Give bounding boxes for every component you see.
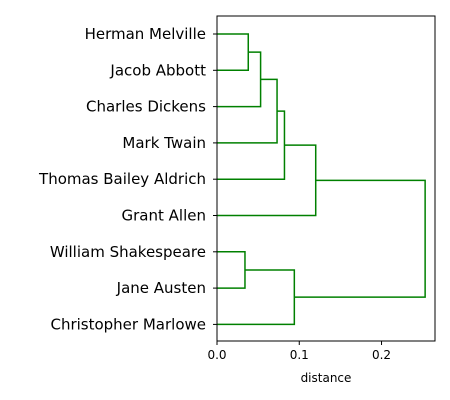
dendrogram-links bbox=[217, 33, 426, 326]
leaf-label: Herman Melville bbox=[85, 25, 206, 43]
dendrogram-link-7 bbox=[217, 269, 296, 326]
leaf-label: Jane Austen bbox=[116, 279, 206, 297]
leaf-label: Grant Allen bbox=[122, 207, 206, 225]
dendrogram-link-1 bbox=[217, 33, 250, 72]
leaf-label: Thomas Bailey Aldrich bbox=[38, 170, 206, 188]
x-tick-label: 0.1 bbox=[290, 348, 309, 362]
dendrogram-link-4 bbox=[217, 110, 286, 180]
dendrogram-link-2 bbox=[217, 51, 262, 108]
plot-frame bbox=[216, 15, 436, 342]
leaf-label: Mark Twain bbox=[122, 134, 206, 152]
x-tick-label: 0.2 bbox=[372, 348, 391, 362]
leaf-label: Christopher Marlowe bbox=[50, 315, 206, 333]
leaf-label: William Shakespeare bbox=[50, 243, 206, 261]
dendrogram-link-8 bbox=[294, 179, 426, 298]
dendrogram-link-5 bbox=[217, 144, 317, 217]
leaf-label: Jacob Abbott bbox=[109, 61, 206, 79]
x-axis-ticks: 0.0 0.1 0.2 bbox=[207, 341, 391, 362]
dendrogram-link-6 bbox=[217, 251, 246, 289]
dendrogram-link-3 bbox=[217, 78, 278, 144]
x-axis-title: distance bbox=[301, 371, 352, 385]
leaf-label: Charles Dickens bbox=[86, 98, 206, 116]
x-tick-label: 0.0 bbox=[207, 348, 226, 362]
leaf-labels: Herman Melville Jacob Abbott Charles Dicke… bbox=[38, 25, 217, 333]
